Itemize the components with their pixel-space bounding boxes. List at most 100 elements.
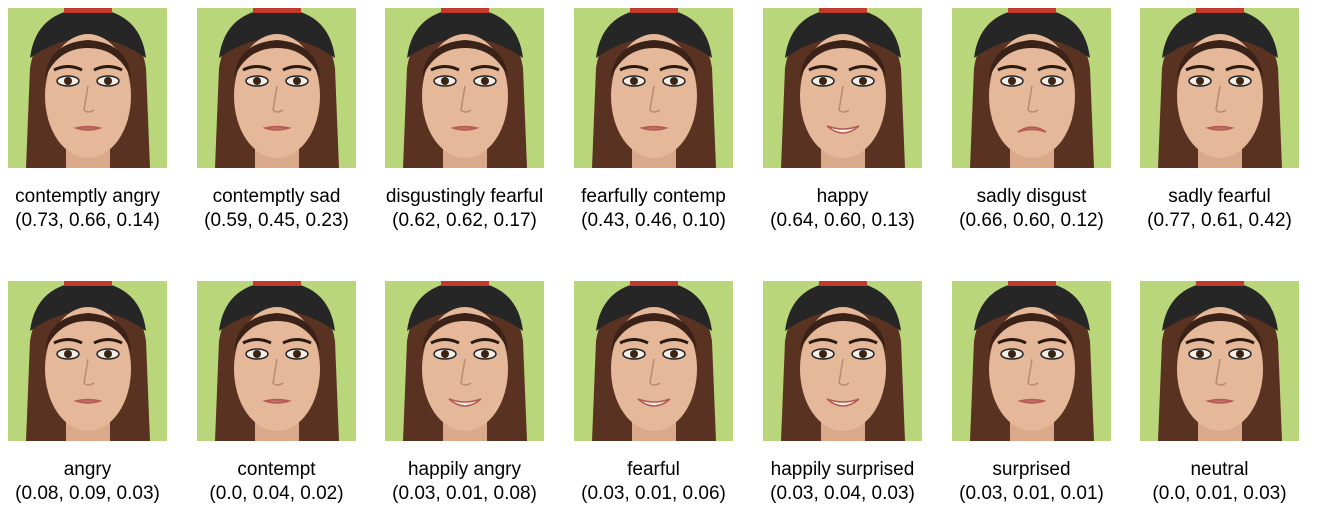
nose <box>83 85 95 113</box>
face-photo <box>1140 281 1299 441</box>
cap <box>1162 281 1278 331</box>
eyebrow <box>619 338 649 345</box>
cap-band <box>1196 8 1244 13</box>
mouth <box>450 125 480 131</box>
cap <box>219 8 335 58</box>
face-photo <box>952 281 1111 441</box>
skin <box>45 34 131 158</box>
face-label: neutral <box>1190 459 1248 480</box>
eyebrow <box>470 338 500 345</box>
mouth <box>826 398 860 407</box>
eyebrow <box>848 65 878 72</box>
iris <box>819 350 827 358</box>
face-label: contemptly angry <box>15 186 160 207</box>
face-scores: (0.62, 0.62, 0.17) <box>392 210 537 231</box>
mouth <box>73 125 103 131</box>
eyebrow <box>282 338 312 345</box>
face-photo <box>574 8 733 168</box>
forehead-hair <box>234 40 320 78</box>
eyebrow <box>997 65 1027 72</box>
nose <box>1027 358 1039 386</box>
face-photo <box>8 8 167 168</box>
mouth <box>1017 126 1047 133</box>
face-label: contempt <box>237 459 316 480</box>
face-photo <box>197 281 356 441</box>
face-label: fearfully contemp <box>581 186 726 207</box>
eyebrow <box>1185 338 1215 345</box>
forehead-hair <box>989 313 1075 351</box>
face-photo <box>574 281 733 441</box>
skin <box>800 307 886 431</box>
iris <box>1008 77 1016 85</box>
eyebrow <box>659 338 689 345</box>
face-label: sadly fearful <box>1168 186 1270 207</box>
iris <box>1048 350 1056 358</box>
cap <box>785 8 901 58</box>
forehead-hair <box>45 313 131 351</box>
face-scores: (0.03, 0.01, 0.08) <box>392 483 537 504</box>
eyebrow <box>1037 338 1067 345</box>
forehead-hair <box>234 313 320 351</box>
cap-band <box>630 281 678 286</box>
forehead-hair <box>1177 40 1263 78</box>
face-scores: (0.0, 0.01, 0.03) <box>1152 483 1286 504</box>
nose <box>460 85 472 113</box>
nose <box>460 358 472 386</box>
eyebrow <box>997 338 1027 345</box>
mouth <box>826 125 860 134</box>
face-scores: (0.64, 0.60, 0.13) <box>770 210 915 231</box>
skin <box>989 307 1075 431</box>
cap-band <box>1008 281 1056 286</box>
eyebrow <box>430 65 460 72</box>
cap <box>219 281 335 331</box>
iris <box>64 77 72 85</box>
forehead-hair <box>800 40 886 78</box>
forehead-hair <box>611 313 697 351</box>
mouth <box>637 398 671 407</box>
iris <box>1048 77 1056 85</box>
face-scores: (0.08, 0.09, 0.03) <box>15 483 160 504</box>
eyebrow <box>808 65 838 72</box>
cap <box>407 8 523 58</box>
eyebrow <box>1225 338 1255 345</box>
forehead-hair <box>989 40 1075 78</box>
cap-band <box>819 8 867 13</box>
cap-band <box>630 8 678 13</box>
iris <box>1236 77 1244 85</box>
eyebrow <box>470 65 500 72</box>
skin <box>611 307 697 431</box>
cap-band <box>441 8 489 13</box>
nose <box>83 358 95 386</box>
face-label: disgustingly fearful <box>386 186 543 207</box>
face-label: contemptly sad <box>213 186 341 207</box>
iris <box>1236 350 1244 358</box>
eyebrow <box>848 338 878 345</box>
face-scores: (0.59, 0.45, 0.23) <box>204 210 349 231</box>
forehead-hair <box>1177 313 1263 351</box>
nose <box>838 358 850 386</box>
eyebrow <box>93 338 123 345</box>
face-label: happy <box>817 186 869 207</box>
skin <box>1177 34 1263 158</box>
nose <box>1027 85 1039 113</box>
forehead-hair <box>45 40 131 78</box>
nose <box>272 358 284 386</box>
eyebrow <box>1037 65 1067 72</box>
skin <box>234 34 320 158</box>
forehead-hair <box>422 40 508 78</box>
cap-band <box>253 281 301 286</box>
iris <box>859 77 867 85</box>
skin <box>234 307 320 431</box>
iris <box>1196 77 1204 85</box>
nose <box>1215 358 1227 386</box>
cap <box>30 8 146 58</box>
nose <box>838 85 850 113</box>
skin <box>45 307 131 431</box>
face-photo <box>763 281 922 441</box>
eyebrow <box>808 338 838 345</box>
iris <box>441 350 449 358</box>
face-scores: (0.77, 0.61, 0.42) <box>1147 210 1292 231</box>
nose <box>649 85 661 113</box>
iris <box>1008 350 1016 358</box>
